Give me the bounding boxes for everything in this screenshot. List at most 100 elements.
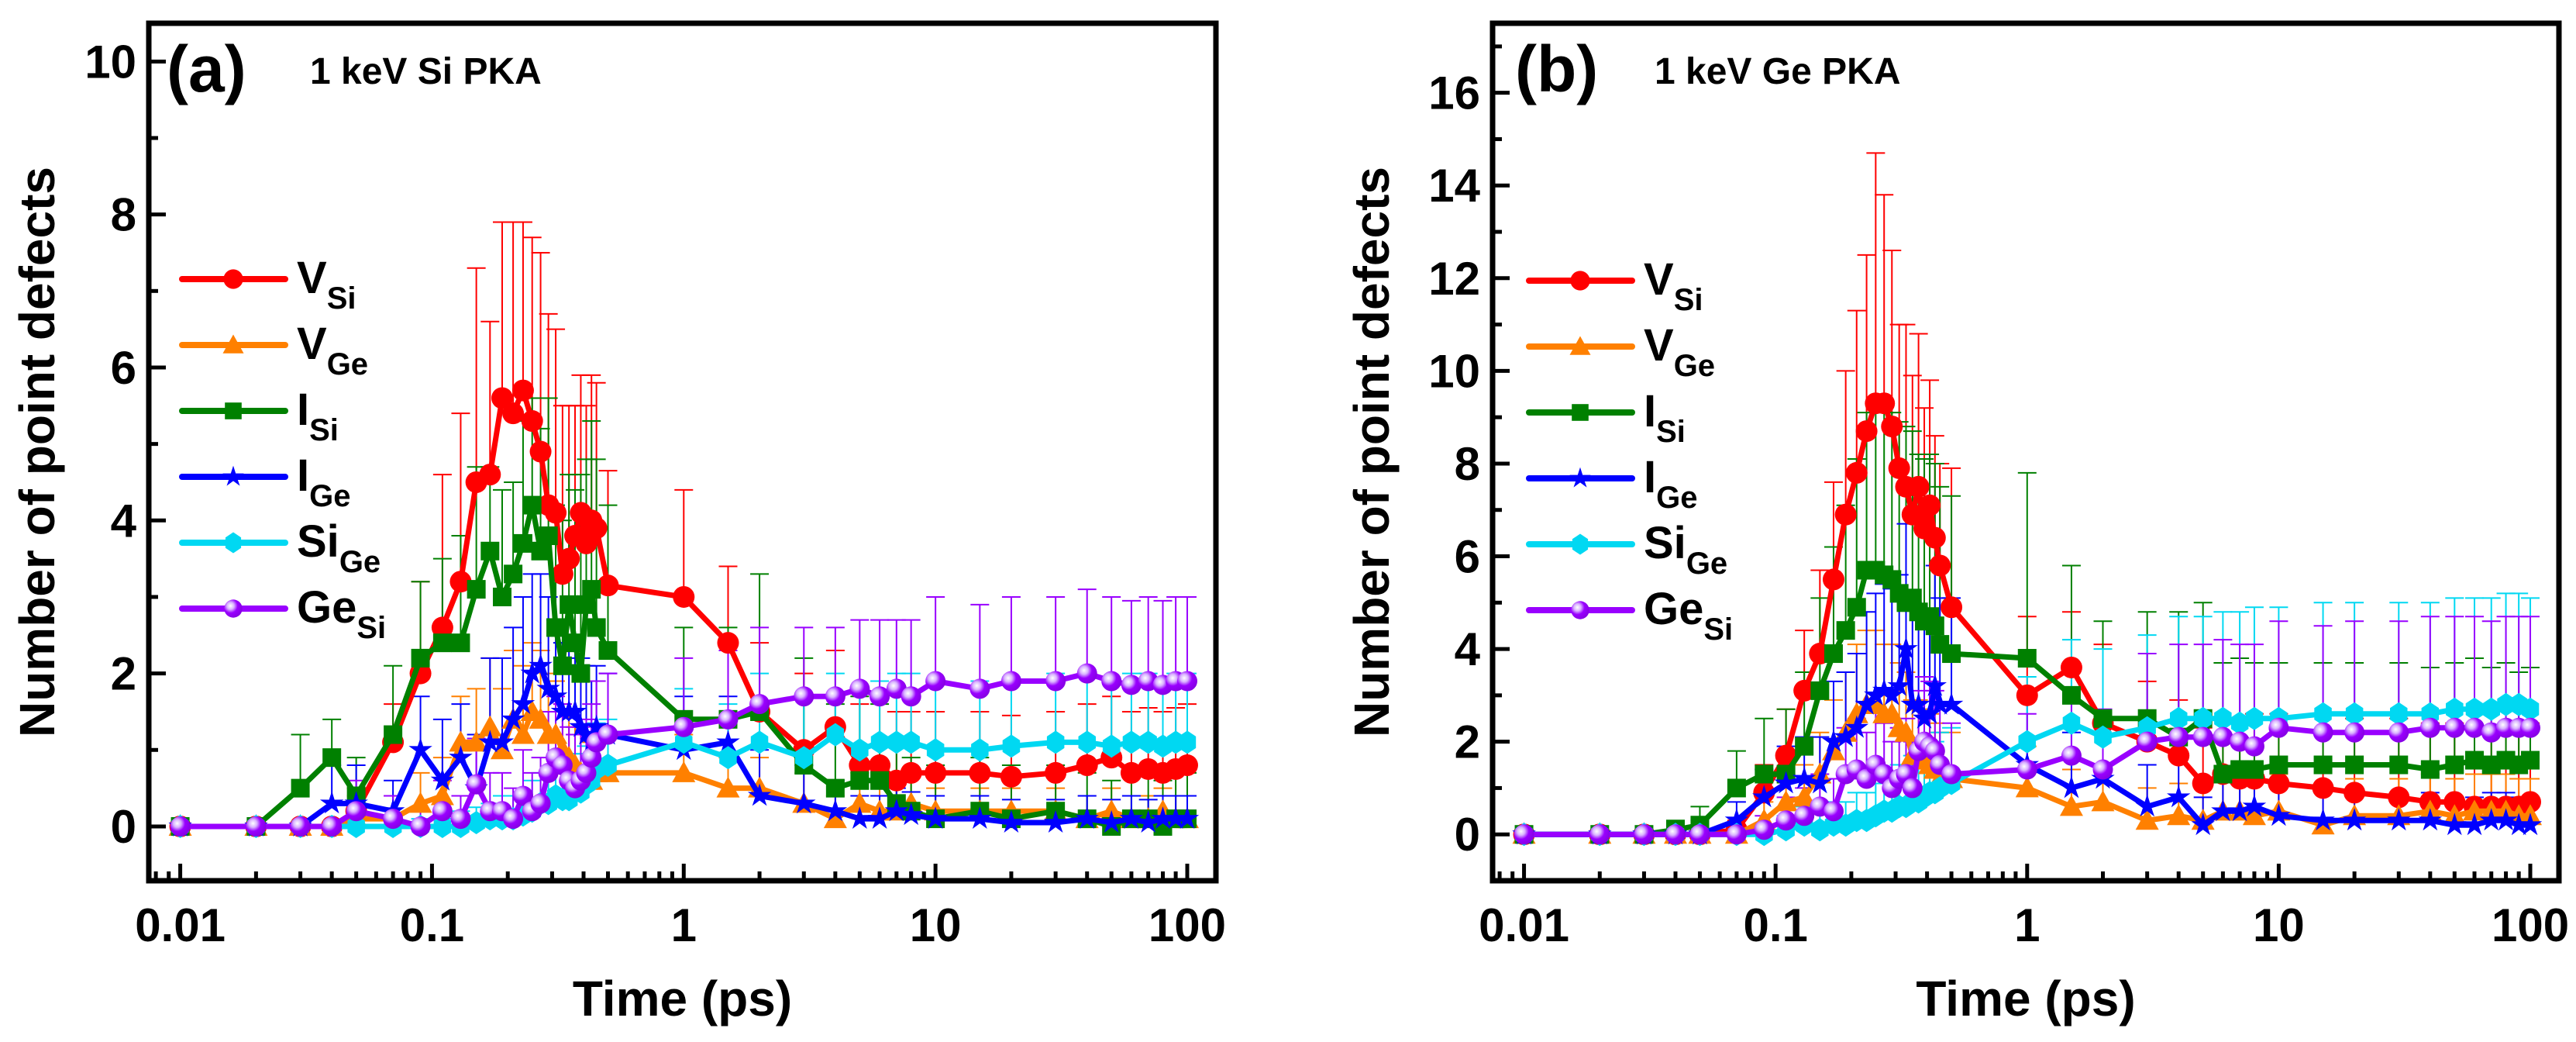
data-point [503, 809, 524, 830]
data-point [2519, 791, 2542, 813]
data-point [490, 738, 514, 760]
legend-marker [1569, 336, 1591, 355]
data-point [1941, 764, 1962, 785]
data-point [492, 587, 511, 606]
legend-item-i-si: ISi [179, 385, 339, 447]
data-point [672, 761, 696, 782]
data-point [747, 783, 772, 806]
data-point [1880, 682, 1904, 706]
data-point [536, 676, 560, 699]
panel-a: 0.01 0.1 1 10 100 0 2 4 6 8 10 Time (ps) Number of p… [9, 20, 1226, 1026]
legend-label-subscript: Ge [339, 545, 381, 579]
legend-label-main: V [1644, 254, 1674, 305]
data-point [1912, 706, 1937, 729]
y-axis-label: Number of point defects [1344, 167, 1400, 737]
data-point [850, 771, 870, 790]
data-point [574, 722, 598, 745]
data-point [2060, 656, 2082, 678]
legend-item-v-si: VSi [1526, 254, 1703, 317]
legend-label-main: I [1644, 452, 1656, 502]
data-point [1847, 598, 1866, 617]
data-point [749, 694, 770, 715]
data-point [1045, 671, 1066, 692]
data-point [968, 806, 992, 829]
legend-item-i-ge: IGe [179, 450, 350, 513]
data-point [464, 730, 488, 752]
y-tick-label: 2 [1455, 716, 1480, 768]
data-point [717, 632, 739, 654]
data-point [478, 715, 502, 737]
data-point [2345, 755, 2364, 775]
panel-title: 1 keV Ge PKA [1655, 51, 1900, 92]
data-point [449, 730, 473, 752]
legend-label-subscript: Si [1656, 415, 1686, 449]
data-point [1076, 663, 1097, 684]
data-point [1078, 730, 1096, 754]
data-point [1906, 692, 1930, 715]
data-point [1928, 692, 1952, 715]
data-point [718, 709, 739, 730]
panel-b: 0.01 0.1 1 10 100 0 2 4 6 8 10 12 14 16 Time (ps) Numbe… [1344, 20, 2569, 1026]
series-ge-si [170, 663, 1197, 837]
data-point [2016, 759, 2037, 780]
data-point [584, 714, 608, 737]
data-point [2268, 772, 2290, 795]
data-point [290, 816, 311, 837]
data-point [598, 724, 618, 745]
data-point [2518, 813, 2543, 836]
y-tick-label: 4 [111, 495, 137, 547]
legend-marker [1569, 467, 1591, 488]
data-point [969, 678, 990, 699]
data-point [2167, 804, 2191, 826]
data-point [2482, 697, 2500, 721]
data-point [2230, 711, 2249, 735]
data-point [450, 809, 471, 830]
data-point [1902, 778, 1923, 799]
data-point [2135, 809, 2159, 830]
data-point [870, 771, 890, 790]
data-point [2342, 808, 2367, 831]
legend-marker [1570, 271, 1590, 291]
legend-label-main: V [297, 319, 327, 369]
data-point [2390, 702, 2408, 726]
legend-item-si-ge: SiGe [1526, 518, 1727, 581]
data-point [1792, 766, 1817, 789]
data-point [466, 774, 487, 795]
data-point [826, 723, 845, 747]
data-point [2135, 794, 2159, 817]
data-point [322, 748, 342, 768]
data-point [1000, 671, 1021, 692]
data-point [597, 574, 619, 597]
data-point [1178, 730, 1197, 754]
y-tick-label: 4 [1455, 623, 1481, 675]
data-point [522, 495, 542, 515]
legend-item-ge-si: GeSi [1526, 584, 1733, 647]
legend-label-main: Si [297, 516, 339, 567]
data-point [511, 692, 536, 714]
data-point [2312, 777, 2334, 799]
data-point [411, 648, 430, 668]
data-point [2168, 726, 2189, 747]
x-tick-label: 100 [1149, 899, 1226, 951]
data-point [582, 580, 601, 599]
data-point [925, 671, 946, 692]
data-point [2443, 813, 2467, 836]
data-point [1002, 734, 1021, 758]
data-point [408, 737, 432, 761]
legend-label-subscript: Si [327, 281, 356, 316]
data-point [430, 784, 454, 806]
y-tick-label: 0 [111, 801, 136, 853]
legend-label-subscript: Si [309, 413, 339, 447]
data-point [902, 730, 920, 754]
data-point [999, 810, 1024, 833]
data-point [675, 730, 693, 754]
data-point [546, 618, 566, 637]
legend-marker [225, 402, 242, 419]
legend-item-v-ge: VGe [179, 319, 368, 381]
legend-label: IGe [1644, 452, 1697, 515]
data-point [1139, 730, 1157, 754]
data-point [1176, 671, 1197, 692]
data-point [2192, 726, 2213, 747]
legend-marker [1572, 404, 1589, 421]
data-point [1925, 616, 1944, 636]
